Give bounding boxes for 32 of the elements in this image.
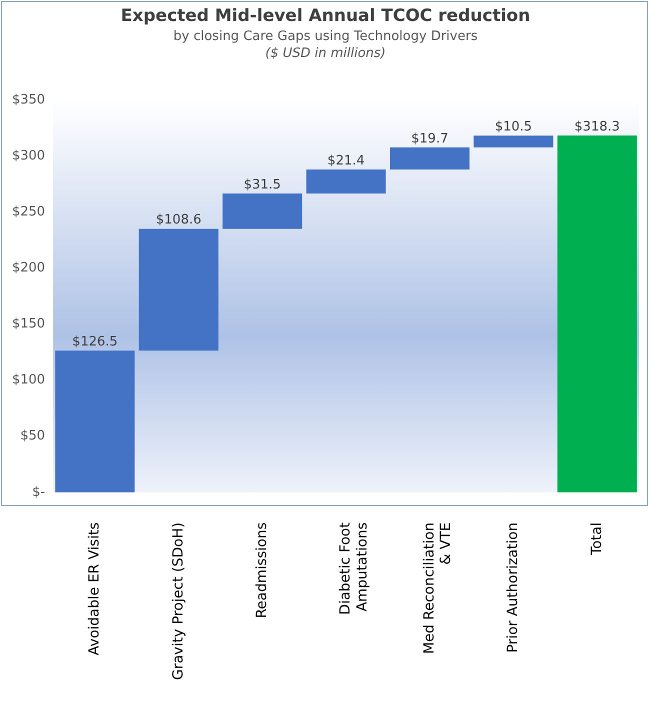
data-label: $10.5 xyxy=(494,120,532,135)
y-tick-label: $200 xyxy=(12,260,46,276)
bar xyxy=(474,136,554,148)
bar xyxy=(222,194,302,229)
x-tick-label: Gravity Project (SDoH) xyxy=(170,522,186,680)
x-tick-label: Med Reconciliation & VTE xyxy=(421,522,454,654)
bar xyxy=(138,228,218,351)
data-label: $19.7 xyxy=(411,131,448,146)
data-label: $31.5 xyxy=(244,177,281,192)
x-tick-label: Prior Authorization xyxy=(505,522,522,653)
data-label: $21.4 xyxy=(327,153,365,168)
text: ($ USD in millions) xyxy=(264,46,387,61)
y-tick-label: $350 xyxy=(12,92,46,108)
y-tick-label: $150 xyxy=(12,316,46,332)
bar xyxy=(306,170,386,194)
y-tick-label: $100 xyxy=(12,372,46,388)
y-tick-label: $50 xyxy=(20,428,46,444)
x-tick-label: Avoidable ER Visits xyxy=(86,522,103,656)
data-label: $318.3 xyxy=(574,119,620,134)
y-tick-label: $250 xyxy=(12,204,46,220)
data-label: $108.6 xyxy=(156,212,202,228)
chart-subtitle: by closing Care Gaps using Technology Drivers xyxy=(172,29,479,44)
bar xyxy=(557,136,637,492)
x-tick-label: Total xyxy=(588,522,605,556)
bar xyxy=(390,147,470,170)
x-tick-label: Readmissions xyxy=(254,522,270,618)
chart-title: Expected Mid-level Annual TCOC reduction xyxy=(120,6,532,26)
data-label: $126.5 xyxy=(72,334,118,350)
y-tick-label: $300 xyxy=(12,148,46,164)
bar xyxy=(55,350,135,492)
x-tick-label: Diabetic Foot Amputations xyxy=(338,522,370,615)
y-tick-label: $- xyxy=(32,484,46,500)
